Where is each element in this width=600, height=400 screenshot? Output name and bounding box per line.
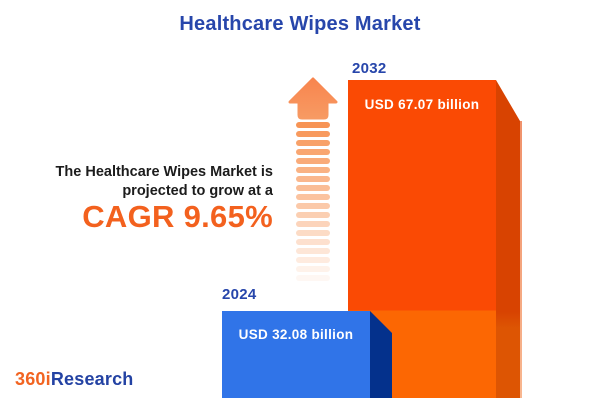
arrow-dash [296, 257, 330, 263]
growth-annotation: The Healthcare Wipes Market is projected… [20, 163, 273, 201]
bar-2032-side-face [496, 80, 520, 398]
annotation-line-1: The Healthcare Wipes Market is [55, 164, 273, 180]
arrow-dash [296, 131, 330, 137]
bar-value-2032: USD 67.07 billion [364, 97, 480, 112]
bar-value-2024: USD 32.08 billion [238, 327, 354, 342]
arrow-dash [296, 221, 330, 227]
bar-2024 [222, 311, 370, 398]
arrow-dash [296, 212, 330, 218]
arrow-dash [296, 167, 330, 173]
arrow-dash [296, 149, 330, 155]
cagr-value: CAGR 9.65% [82, 199, 273, 234]
page-title: Healthcare Wipes Market [179, 13, 421, 35]
year-label-2024: 2024 [222, 286, 257, 303]
arrow-dash [296, 248, 330, 254]
arrow-dash [296, 140, 330, 146]
brand-logo: 360iResearch [15, 369, 134, 390]
arrow-up-icon [288, 77, 338, 120]
arrow-dash [296, 158, 330, 164]
arrow-dash [296, 185, 330, 191]
year-label-2032: 2032 [352, 60, 387, 77]
growth-arrow-icon [288, 77, 338, 120]
bar-2024-side-face [370, 311, 392, 398]
annotation-line-2: projected to grow at a [122, 183, 273, 199]
bar-2032-edge-highlight [520, 121, 522, 398]
arrow-dash [296, 230, 330, 236]
logo-suffix: Research [50, 369, 134, 389]
arrow-dash [296, 275, 330, 281]
arrow-dash [296, 176, 330, 182]
arrow-dash [296, 266, 330, 272]
arrow-dash [296, 194, 330, 200]
arrow-dash [296, 122, 330, 128]
arrow-dash [296, 239, 330, 245]
logo-prefix: 360i [15, 369, 51, 389]
growth-arrow-dashes [296, 122, 330, 284]
arrow-dash [296, 203, 330, 209]
